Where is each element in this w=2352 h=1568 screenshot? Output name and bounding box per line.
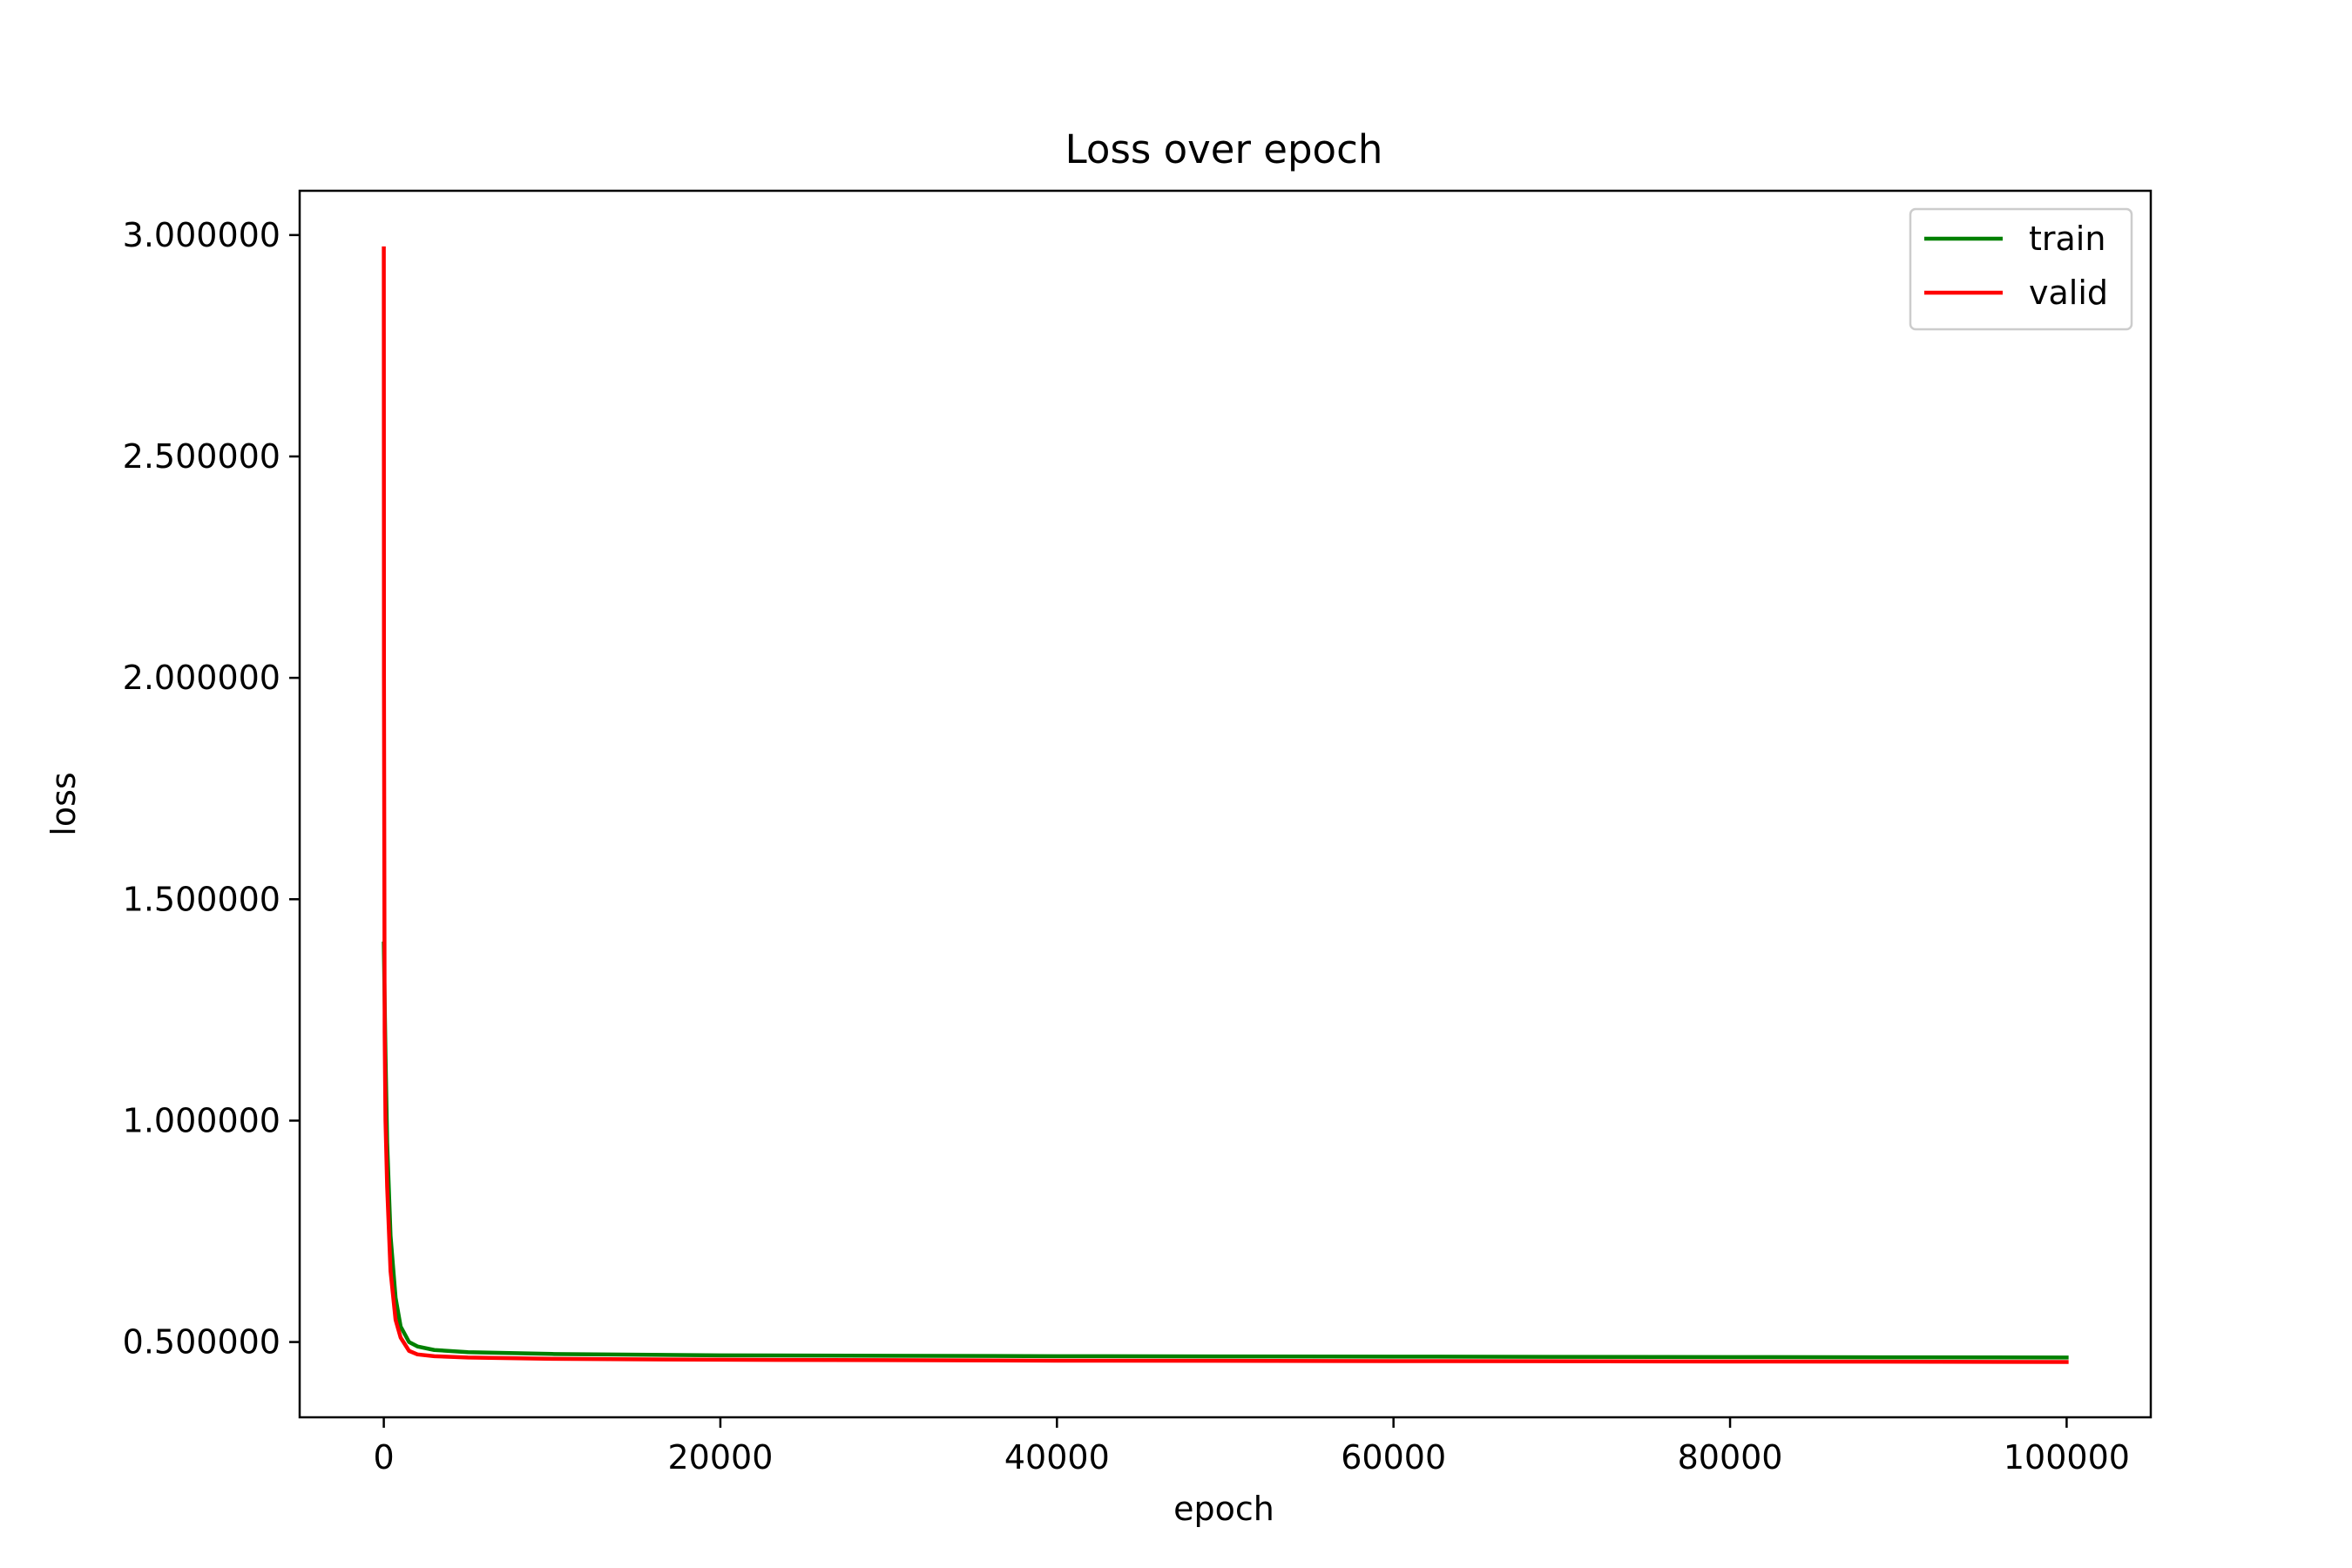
y-tick-label: 3.000000 [123,216,280,254]
chart-title: Loss over epoch [1065,126,1383,172]
y-axis-label: loss [44,772,83,835]
x-tick-label: 80000 [1678,1438,1783,1477]
y-tick-label: 2.000000 [123,659,280,697]
y-tick-label: 0.500000 [123,1323,280,1362]
x-tick-label: 60000 [1341,1438,1446,1477]
x-tick-label: 0 [373,1438,394,1477]
x-tick-label: 100000 [2004,1438,2130,1477]
x-tick-label: 40000 [1004,1438,1110,1477]
legend-label-valid: valid [2029,274,2108,312]
x-axis-label: epoch [1173,1490,1274,1528]
series-line-train [382,941,2069,1360]
legend: train valid [1909,207,2133,331]
y-axis: 0.500000 1.000000 1.500000 2.000000 2.500000… [123,216,300,1362]
y-tick-label: 1.000000 [123,1101,280,1139]
y-tick-label: 2.500000 [123,437,280,476]
y-tick-label: 1.500000 [123,880,280,918]
x-tick-label: 20000 [668,1438,774,1477]
x-axis: 0 20000 40000 60000 80000 100000 [373,1417,2130,1477]
legend-label-train: train [2029,220,2105,258]
axes-frame [298,189,2153,1419]
series-line-valid [382,246,2069,1364]
plot-area [382,246,2069,1364]
